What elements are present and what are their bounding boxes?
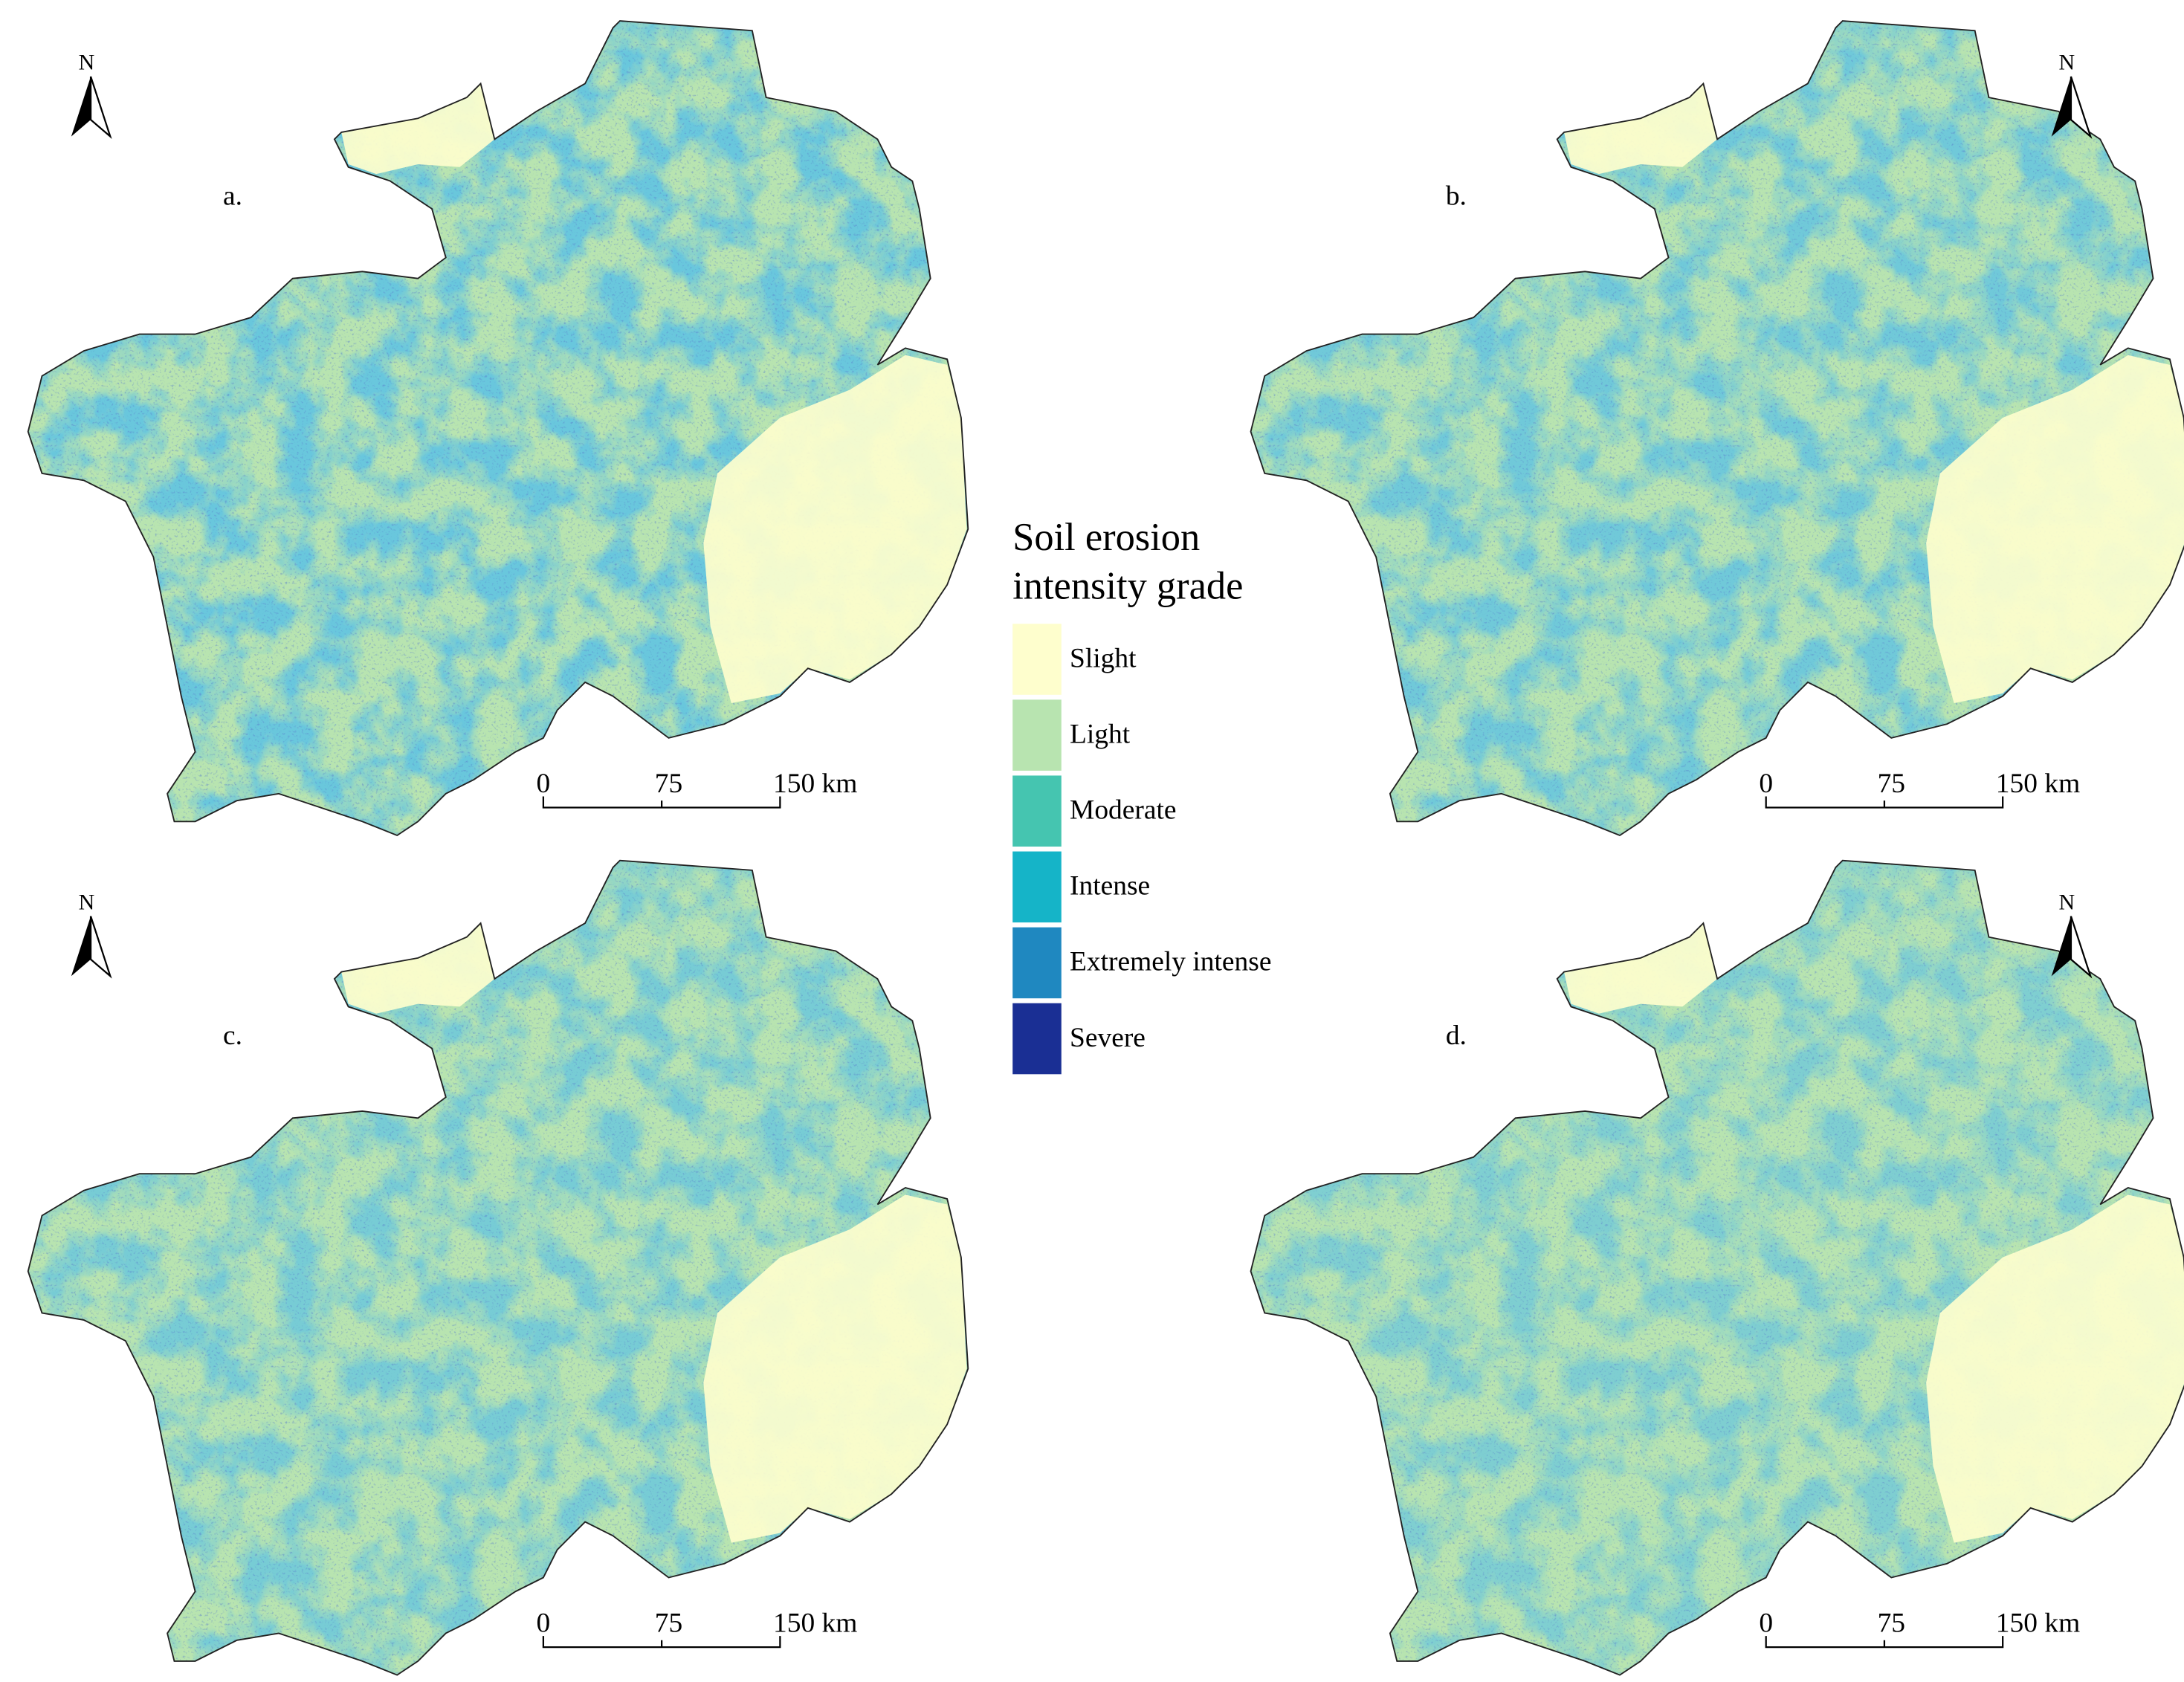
legend-title: intensity grade <box>1012 565 1243 608</box>
slight-area <box>1926 355 2184 704</box>
legend-swatch <box>1012 851 1062 923</box>
slight-area <box>703 1194 967 1543</box>
scale-label: 0 <box>537 769 551 799</box>
boundary <box>27 20 969 837</box>
legend-swatch <box>1012 775 1062 847</box>
slight-area <box>341 923 495 1014</box>
erosion-raster <box>1250 21 2184 836</box>
scale-label: 150 km <box>1996 1608 2080 1639</box>
north-arrow <box>2051 77 2071 137</box>
map-panel: d. N 0 75 150 km <box>1250 859 2184 1676</box>
legend-swatch <box>1012 624 1062 695</box>
slight-area <box>341 83 495 175</box>
scale-label: 75 <box>1878 1608 1905 1639</box>
north-label: N <box>2059 890 2075 914</box>
slight-area <box>1564 83 1718 175</box>
scale-label: 75 <box>1878 769 1905 799</box>
scale-label: 0 <box>1759 1608 1773 1639</box>
erosion-raster <box>28 21 969 836</box>
erosion-raster <box>1250 860 2184 1675</box>
north-arrow <box>71 916 91 977</box>
scale-label: 150 km <box>773 769 857 799</box>
scale-label: 75 <box>655 769 682 799</box>
slight-area <box>1926 1194 2184 1543</box>
north-arrow <box>2070 916 2093 979</box>
north-label: N <box>79 51 95 75</box>
legend-label: Light <box>1070 719 1131 749</box>
boundary <box>27 859 969 1676</box>
legend-label: Extremely intense <box>1070 947 1271 977</box>
north-arrow <box>2070 76 2093 140</box>
erosion-raster <box>28 860 969 1675</box>
north-arrow <box>89 76 112 140</box>
slight-area <box>703 355 967 704</box>
panel-label: d. <box>1446 1020 1467 1051</box>
legend-label: Slight <box>1070 643 1137 673</box>
legend-swatch <box>1012 927 1062 999</box>
north-arrow <box>71 77 91 137</box>
north-arrow <box>2051 916 2071 977</box>
scale-label: 0 <box>1759 769 1773 799</box>
scale-label: 150 km <box>1996 769 2080 799</box>
north-arrow <box>89 916 112 979</box>
scale-bar <box>542 796 781 809</box>
legend-label: Moderate <box>1070 795 1177 826</box>
legend-swatch <box>1012 699 1062 771</box>
map-panel: c. N 0 75 150 km <box>27 859 969 1676</box>
panel-label: c. <box>223 1020 242 1051</box>
legend-title: Soil erosion <box>1012 516 1200 559</box>
north-label: N <box>2059 51 2075 75</box>
legend-label: Intense <box>1070 871 1150 902</box>
panel-label: b. <box>1446 181 1467 211</box>
north-label: N <box>79 890 95 914</box>
slight-area <box>1564 923 1718 1014</box>
scale-bar <box>1765 796 2004 809</box>
panel-label: a. <box>223 181 242 211</box>
legend-label: Severe <box>1070 1023 1146 1053</box>
scale-label: 150 km <box>773 1608 857 1639</box>
map-panel: b. N 0 75 150 km <box>1250 20 2184 837</box>
scale-label: 75 <box>655 1608 682 1639</box>
legend-swatch <box>1012 1003 1062 1075</box>
scale-label: 0 <box>537 1608 551 1639</box>
scale-bar <box>1765 1636 2004 1649</box>
map-panel: a. N 0 75 150 km <box>27 20 969 837</box>
scale-bar <box>542 1636 781 1649</box>
